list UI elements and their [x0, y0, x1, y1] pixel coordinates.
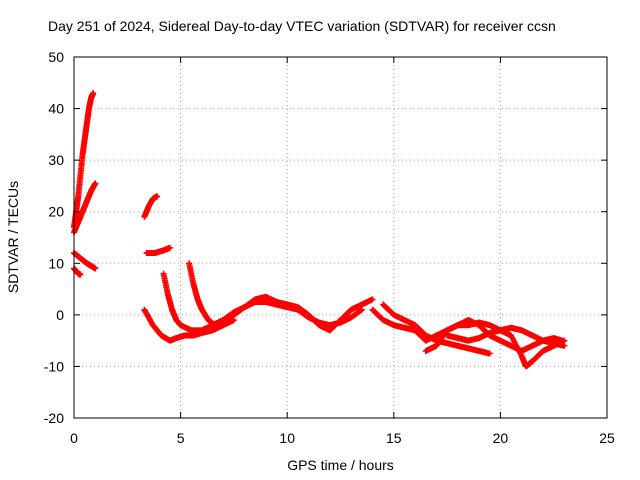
data-point — [561, 337, 568, 344]
x-tick-label: 5 — [177, 430, 185, 446]
y-axis-label: SDTVAR / TECUs — [5, 180, 21, 294]
series-arc5 — [141, 193, 161, 220]
data-point — [166, 244, 173, 251]
y-tick-label: 50 — [48, 49, 64, 65]
y-tick-label: -10 — [44, 358, 64, 374]
x-tick-label: 0 — [70, 430, 78, 446]
data-point — [369, 296, 376, 303]
data-point — [154, 193, 161, 200]
x-axis-label: GPS time / hours — [287, 457, 394, 473]
x-tick-label: 25 — [599, 430, 615, 446]
data-point — [230, 317, 237, 324]
data-points — [71, 90, 568, 370]
y-tick-label: 10 — [48, 255, 64, 271]
series-arc11 — [380, 301, 493, 357]
y-tick-label: -20 — [44, 410, 64, 426]
y-tick-label: 0 — [56, 307, 64, 323]
series-arc2 — [71, 180, 99, 236]
data-point — [358, 306, 365, 313]
data-point — [486, 350, 493, 357]
y-tick-label: 40 — [48, 101, 64, 117]
x-tick-label: 10 — [279, 430, 295, 446]
series-arc13 — [444, 324, 568, 349]
series-arc9 — [186, 260, 365, 329]
data-point — [77, 271, 84, 278]
x-tick-label: 15 — [386, 430, 402, 446]
x-tick-label: 20 — [493, 430, 509, 446]
series-arc6 — [143, 244, 173, 256]
axis-ticks: 0 5 10 15 20 25 -20 -10 0 10 20 30 40 50 — [44, 49, 615, 446]
plot-frame — [73, 56, 608, 419]
data-point — [92, 180, 99, 187]
y-tick-label: 30 — [48, 152, 64, 168]
y-tick-label: 20 — [48, 204, 64, 220]
series-arc7 — [141, 306, 237, 344]
series-arc3 — [71, 249, 99, 272]
chart-title: Day 251 of 2024, Sidereal Day-to-day VTE… — [48, 18, 556, 34]
grid-lines — [74, 57, 607, 418]
data-point — [92, 265, 99, 272]
data-point — [90, 90, 97, 97]
series-arc4 — [71, 265, 84, 278]
data-point — [561, 342, 568, 349]
